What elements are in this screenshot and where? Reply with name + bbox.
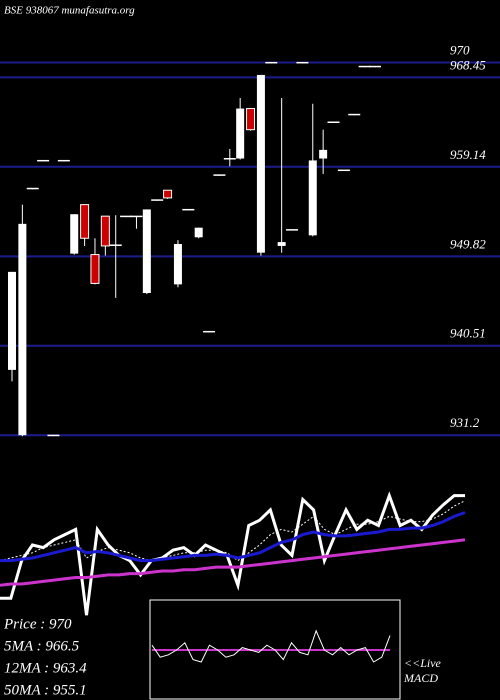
candle-body (57, 159, 70, 162)
macd-line (151, 629, 391, 663)
candle-body (151, 199, 164, 201)
candle-body (194, 227, 203, 238)
candle-body (26, 187, 39, 190)
ma-line (0, 538, 466, 587)
macd-frame (149, 599, 401, 700)
candle-body (37, 159, 50, 162)
candle-body (90, 254, 100, 284)
candle-body (80, 204, 90, 239)
candle-body (173, 244, 182, 285)
candle-body (296, 61, 309, 64)
candle-body (130, 215, 143, 218)
y-tick-label: 968.45 (450, 57, 486, 72)
candle-body (47, 434, 60, 437)
y-tick-label: 949.82 (450, 236, 486, 251)
macd-title-part: MACD (403, 671, 438, 685)
candle-body (348, 113, 361, 116)
candle-body (337, 169, 350, 172)
candle-body (109, 244, 122, 246)
ma-line (0, 511, 466, 563)
y-tick-label: 931.2 (450, 415, 480, 430)
candle-body (8, 271, 16, 370)
candle-body (100, 215, 110, 247)
candle-body (319, 149, 328, 159)
candle-body (308, 160, 317, 236)
candle-body (213, 174, 226, 176)
candle-body (246, 108, 256, 131)
candle-body (163, 189, 173, 199)
candle-body (236, 108, 245, 159)
legend-label: 50MA : 955.1 (4, 682, 87, 698)
ma-line (0, 491, 465, 616)
candle-body (286, 229, 299, 231)
candle-body (369, 65, 381, 68)
macd-title-part: <<Live (404, 656, 442, 670)
legend-label: 12MA : 963.4 (4, 660, 87, 676)
y-tick-label: 970 (450, 42, 470, 57)
candle-body (277, 242, 286, 246)
candle-body (327, 121, 340, 124)
y-tick-label: 940.51 (450, 326, 486, 341)
candle-body (182, 208, 195, 211)
candle-body (358, 65, 371, 68)
candle-body (18, 223, 27, 436)
candle-body (256, 74, 265, 253)
legend-label: 5MA : 966.5 (4, 638, 80, 654)
candle-body (265, 61, 278, 64)
macd-title: <<Live MACD (403, 656, 442, 685)
candle-body (120, 215, 133, 218)
candle-body (142, 209, 151, 294)
candle-body (223, 158, 236, 160)
legend-label: Price : 970 (3, 616, 72, 632)
chart-header: BSE 938067 munafasutra.org (4, 5, 135, 17)
candle-body (70, 214, 79, 254)
candle-body (203, 330, 216, 333)
y-tick-label: 959.14 (450, 147, 486, 162)
